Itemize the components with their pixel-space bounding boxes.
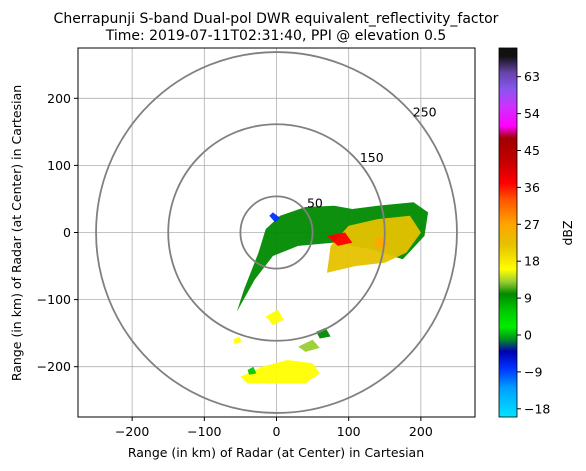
echo-layer [233,202,429,384]
range-ring-label: 250 [413,104,437,119]
range-ring-label: 150 [360,150,384,165]
colorbar-tick-label: 63 [524,69,540,84]
x-tick-label: 100 [337,424,361,439]
plot-area: 50 150 250 −200 −100 0 100 200 200 100 0 −100 −200 [37,47,476,439]
colorbar-tick-label: 0 [524,328,532,343]
y-tick-label: 0 [63,225,71,240]
range-ring [239,195,314,270]
echo-region [233,336,242,344]
colorbar-label: dBZ [560,220,575,245]
colorbar-tick-label: 18 [524,254,540,269]
colorbar-tick-label: 36 [524,180,540,195]
y-tick-label: 200 [47,91,71,106]
colorbar-tick-label: 45 [524,143,540,158]
x-tick-label: −100 [187,424,221,439]
range-ring-label: 50 [307,196,323,211]
echo-region [265,309,284,326]
y-tick-label: 100 [47,158,71,173]
echo-region [327,215,421,273]
range-ring [95,51,458,414]
echo-region [269,212,281,223]
colorbar-tick-label: −9 [524,364,542,379]
y-axis-label: Range (in km) of Radar (at Center) in Ca… [9,85,24,381]
x-tick-label: −200 [115,424,149,439]
x-tick-label: 200 [409,424,433,439]
chart-title-line2: Time: 2019-07-11T02:31:40, PPI @ elevati… [105,28,447,44]
x-axis-label: Range (in km) of Radar (at Center) in Ca… [128,445,424,460]
range-ring [167,123,386,342]
chart-title-line1: Cherrapunji S-band Dual-pol DWR equivale… [54,11,499,27]
echo-region [327,232,353,246]
echo-region [316,327,331,339]
colorbar-tick-label: −18 [524,401,550,416]
echo-region [298,339,320,352]
colorbar-tick-label: 27 [524,217,540,232]
colorbar: −18 −9 0 9 18 27 36 45 54 63 [498,47,550,418]
x-tick-label: 0 [273,424,281,439]
echo-region [247,366,257,375]
colorbar-tick-label: 9 [524,291,532,306]
y-tick-label: −200 [37,359,71,374]
colorbar-tick-label: 54 [524,106,540,121]
y-tick-label: −100 [37,292,71,307]
colorbar-gradient [498,47,518,418]
echo-region [240,360,320,384]
